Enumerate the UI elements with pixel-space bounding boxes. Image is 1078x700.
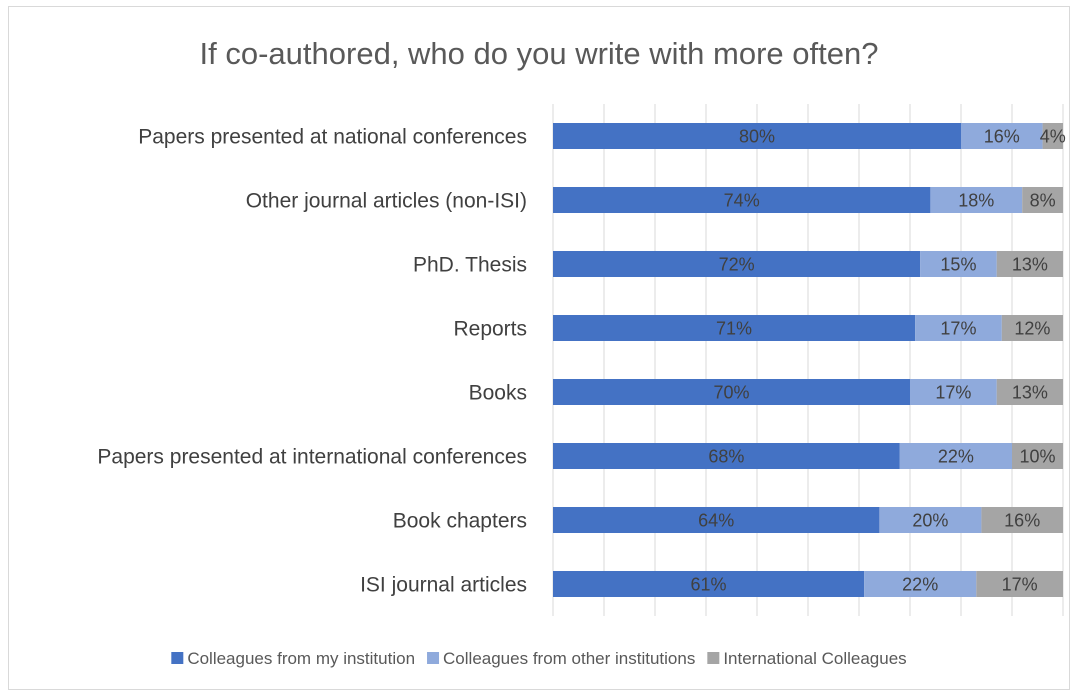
bar-row: 71% 17% 12%: [553, 315, 1063, 341]
bar-segment: [1042, 123, 1063, 149]
data-label: 22%: [938, 447, 974, 467]
legend-label: International Colleagues: [723, 649, 906, 668]
bar-segment: [553, 379, 910, 405]
bar-segment: [899, 443, 1012, 469]
bar-segment: [879, 507, 982, 533]
bar-segment: [981, 507, 1063, 533]
data-label: 4%: [1040, 127, 1066, 147]
bar-groups: 80% 16% 4% 74% 18% 8% 72% 15% 13% 71% 17% 12% 70% 17%…: [553, 123, 1066, 597]
bar-segment: [961, 123, 1043, 149]
legend-label: Colleagues from other institutions: [443, 649, 695, 668]
data-label: 64%: [698, 511, 734, 531]
legend-item: Colleagues from my institution: [171, 649, 415, 668]
data-label: 17%: [935, 383, 971, 403]
data-label: 13%: [1012, 383, 1048, 403]
bar-row: 80% 16% 4%: [553, 123, 1066, 149]
category-label: Books: [469, 382, 527, 405]
category-labels: Papers presented at national conferences…: [97, 126, 527, 597]
bar-row: 61% 22% 17%: [553, 571, 1063, 597]
gridlines: [552, 104, 1064, 616]
bar-segment: [1001, 315, 1063, 341]
data-label: 16%: [984, 127, 1020, 147]
data-label: 17%: [940, 319, 976, 339]
bar-segment: [553, 251, 921, 277]
data-label: 16%: [1004, 511, 1040, 531]
data-label: 70%: [713, 383, 749, 403]
data-label: 80%: [739, 127, 775, 147]
chart-title: If co-authored, who do you write with mo…: [200, 36, 879, 71]
data-label: 13%: [1012, 255, 1048, 275]
bar-row: 68% 22% 10%: [553, 443, 1063, 469]
bar-segment: [976, 571, 1063, 597]
bar-segment: [553, 123, 961, 149]
bar-segment: [553, 507, 880, 533]
bar-segment: [910, 379, 997, 405]
data-label: 22%: [902, 575, 938, 595]
data-label: 61%: [691, 575, 727, 595]
bar-segment: [1012, 443, 1063, 469]
category-label: Book chapters: [393, 510, 527, 533]
bar-segment: [864, 571, 977, 597]
bar-segment: [553, 571, 865, 597]
data-label: 71%: [716, 319, 752, 339]
legend-item: Colleagues from other institutions: [427, 649, 695, 668]
bar-row: 74% 18% 8%: [553, 187, 1063, 213]
data-label: 74%: [724, 191, 760, 211]
category-label: ISI journal articles: [360, 574, 527, 597]
legend: Colleagues from my institution Colleagues…: [171, 649, 907, 668]
category-label: PhD. Thesis: [413, 254, 527, 277]
legend-label: Colleagues from my institution: [187, 649, 415, 668]
category-label: Reports: [453, 318, 527, 341]
data-label: 18%: [958, 191, 994, 211]
data-label: 15%: [940, 255, 976, 275]
bar-segment: [996, 379, 1063, 405]
data-label: 68%: [708, 447, 744, 467]
bar-segment: [920, 251, 997, 277]
data-label: 72%: [719, 255, 755, 275]
bar-segment: [553, 187, 931, 213]
bar-segment: [553, 315, 916, 341]
bar-segment: [1022, 187, 1063, 213]
data-label: 20%: [912, 511, 948, 531]
data-label: 8%: [1030, 191, 1056, 211]
bar-row: 64% 20% 16%: [553, 507, 1063, 533]
bar-segment: [996, 251, 1063, 277]
category-label: Other journal articles (non-ISI): [246, 190, 527, 213]
category-label: Papers presented at national conferences: [138, 126, 527, 149]
bar-row: 72% 15% 13%: [553, 251, 1063, 277]
bar-row: 70% 17% 13%: [553, 379, 1063, 405]
category-label: Papers presented at international confer…: [97, 446, 527, 469]
legend-swatch: [427, 652, 440, 664]
data-label: 17%: [1002, 575, 1038, 595]
data-label: 12%: [1014, 319, 1050, 339]
bar-segment: [915, 315, 1002, 341]
data-label: 10%: [1019, 447, 1055, 467]
bar-segment: [930, 187, 1023, 213]
bar-segment: [553, 443, 900, 469]
legend-item: International Colleagues: [707, 649, 907, 668]
legend-swatch: [171, 652, 184, 664]
legend-swatch: [707, 652, 720, 664]
